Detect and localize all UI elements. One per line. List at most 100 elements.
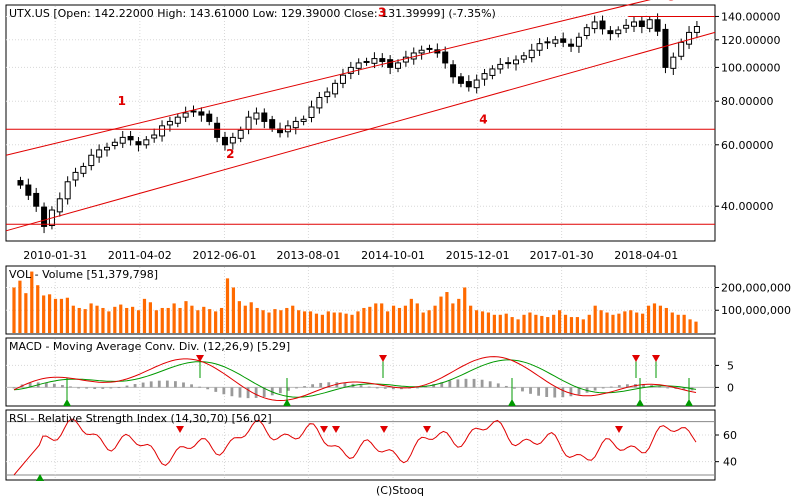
macd-histogram-bar xyxy=(432,384,436,388)
candle-up xyxy=(536,43,543,51)
macd-histogram-bar xyxy=(270,387,274,396)
macd-histogram-bar xyxy=(295,387,298,389)
price-panel-title: UTX.US [Open: 142.22000 High: 143.61000 … xyxy=(9,7,496,20)
macd-histogram-bar xyxy=(553,387,557,398)
candle-up xyxy=(332,82,339,95)
candle-up xyxy=(80,165,87,174)
volume-panel: VOL - Volume [51,379,798] 200,000,000 100… xyxy=(5,265,791,335)
macd-histogram-bar xyxy=(416,387,419,389)
macd-buy-marker xyxy=(283,399,291,406)
price-xtick-label: 2010-01-31 xyxy=(23,249,87,262)
candle-down xyxy=(568,43,575,47)
volume-bar xyxy=(47,294,52,333)
candle-up xyxy=(64,181,71,200)
volume-bar xyxy=(510,317,514,333)
macd-histogram-bar xyxy=(383,387,387,389)
volume-bar xyxy=(142,298,147,333)
volume-bar xyxy=(338,312,342,333)
macd-buy-marker xyxy=(508,399,516,406)
wave-label: 5 (gal) xyxy=(649,0,693,1)
volume-bar xyxy=(314,313,319,333)
volume-bar xyxy=(184,301,188,333)
candle-up xyxy=(166,120,173,126)
volume-bar xyxy=(113,306,117,333)
volume-bar xyxy=(172,303,176,333)
macd-histogram-bar xyxy=(448,380,452,388)
volume-bar xyxy=(528,312,532,333)
rsi-panel-title: RSI - Relative Strength Index (14,30,70)… xyxy=(9,412,272,425)
candle-up xyxy=(646,19,653,29)
macd-histogram-bar xyxy=(577,387,581,395)
rsi-overbought-marker xyxy=(423,426,431,433)
candle-up xyxy=(151,134,158,139)
volume-bar xyxy=(77,307,81,333)
candle-down xyxy=(442,51,449,64)
candle-up xyxy=(316,96,323,109)
candle-up xyxy=(292,120,299,129)
candle-up xyxy=(103,146,110,151)
rsi-overbought-marker xyxy=(615,426,623,433)
candle-down xyxy=(127,135,134,141)
candle-down xyxy=(261,112,268,122)
candle-up xyxy=(174,116,181,124)
volume-bar xyxy=(36,285,40,333)
volume-bar xyxy=(623,311,627,333)
candle-down xyxy=(25,184,32,196)
wave-label: 3 xyxy=(378,5,386,19)
volume-bar xyxy=(474,310,479,333)
volume-bar xyxy=(415,303,419,333)
macd-histogram-bar xyxy=(61,385,64,388)
macd-ytick-label: 0 xyxy=(727,381,734,394)
volume-bar xyxy=(522,314,526,333)
candle-down xyxy=(17,180,24,186)
macd-sell-marker xyxy=(196,355,204,362)
candle-down xyxy=(450,64,457,78)
volume-bar xyxy=(546,317,550,333)
macd-histogram-bar xyxy=(642,384,645,388)
candle-down xyxy=(214,122,221,138)
macd-histogram-bar xyxy=(343,382,347,388)
rsi-line xyxy=(13,418,697,476)
macd-histogram-bar xyxy=(617,385,621,388)
candle-up xyxy=(693,26,700,33)
volume-bar xyxy=(641,313,645,333)
price-xtick-label: 2011-04-02 xyxy=(108,249,172,262)
candle-up xyxy=(473,79,480,89)
candle-down xyxy=(560,38,567,43)
price-ytick-label: 140.00000 xyxy=(721,10,781,23)
volume-bar xyxy=(676,314,680,333)
price-xtick-label: 2017-01-30 xyxy=(530,249,594,262)
macd-histogram-bar xyxy=(391,387,395,390)
macd-histogram-bar xyxy=(262,387,266,397)
candle-up xyxy=(520,55,527,60)
macd-histogram-bar xyxy=(165,380,169,388)
candle-up xyxy=(481,73,488,80)
volume-bar xyxy=(397,307,402,333)
macd-histogram-bar xyxy=(601,387,605,389)
macd-histogram-bar xyxy=(335,382,339,388)
volume-bar xyxy=(237,301,241,333)
price-ytick-label: 80.00000 xyxy=(721,95,774,108)
volume-bar xyxy=(261,310,265,333)
macd-histogram-bar xyxy=(254,387,258,398)
volume-bar xyxy=(95,305,99,333)
candle-up xyxy=(300,118,307,122)
volume-bar xyxy=(42,295,46,333)
volume-bar xyxy=(297,310,301,333)
candle-up xyxy=(363,60,370,63)
volume-bar xyxy=(688,319,692,333)
candle-up xyxy=(96,149,103,158)
macd-histogram-bar xyxy=(496,383,500,388)
macd-histogram-bar xyxy=(303,386,306,388)
macd-histogram-bar xyxy=(625,384,629,388)
price-xtick-label: 2013-08-01 xyxy=(276,249,340,262)
volume-bar xyxy=(439,296,443,333)
candle-down xyxy=(198,111,205,116)
price-xtick-label: 2012-06-01 xyxy=(193,249,257,262)
candle-up xyxy=(623,24,630,29)
macd-histogram-bar xyxy=(311,384,315,388)
macd-histogram-bar xyxy=(327,382,331,388)
rsi-ytick-label: 40 xyxy=(723,456,737,469)
volume-bar xyxy=(670,312,674,333)
macd-histogram-bar xyxy=(440,382,444,388)
